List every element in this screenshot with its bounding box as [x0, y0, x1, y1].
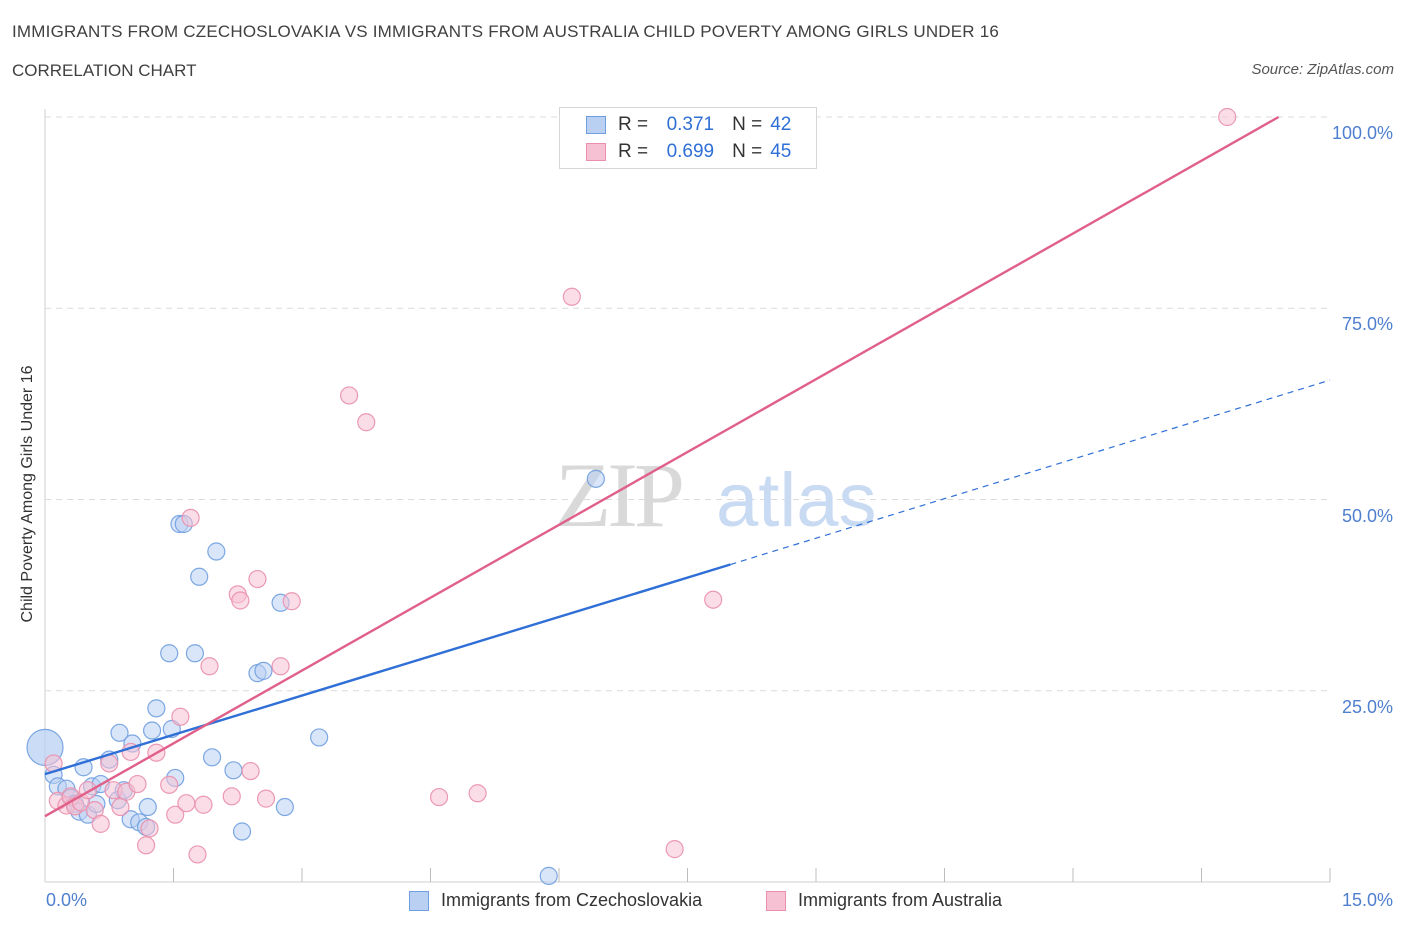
point-czechoslovakia [110, 723, 129, 742]
point-australia [128, 774, 147, 794]
point-czechoslovakia [275, 797, 294, 817]
point-australia [177, 794, 196, 813]
point-australia [160, 775, 179, 794]
point-australia [188, 845, 207, 864]
point-czechoslovakia [160, 644, 179, 663]
legend-item-czechoslovakia[interactable]: Immigrants from Czechoslovakia [409, 890, 702, 911]
point-czechoslovakia [586, 469, 605, 488]
point-australia [241, 761, 260, 781]
n-label: N = [732, 141, 763, 162]
legend-swatch-czechoslovakia [409, 890, 429, 911]
point-australia [248, 569, 267, 589]
trend-extension-czechoslovakia [730, 379, 1331, 566]
r-label: R = [618, 114, 649, 135]
point-czechoslovakia [190, 567, 209, 586]
point-czechoslovakia [142, 721, 162, 740]
y-tick-label: 75.0% [1341, 314, 1393, 335]
legend-label-czechoslovakia: Immigrants from Czechoslovakia [441, 890, 703, 910]
y-tick-label: 25.0% [1341, 696, 1393, 717]
watermark-zip: ZIP [555, 444, 682, 546]
point-czechoslovakia [185, 644, 205, 663]
point-australia [136, 836, 156, 855]
point-australia [200, 657, 219, 676]
chart-title: IMMIGRANTS FROM CZECHOSLOVAKIA VS IMMIGR… [12, 22, 1000, 41]
point-australia [181, 508, 200, 527]
y-tick-label: 100.0% [1331, 123, 1393, 143]
trend-line-czechoslovakia [44, 563, 731, 776]
point-czechoslovakia [310, 728, 329, 747]
x-tick-max: 15.0% [1341, 890, 1393, 910]
legend-swatch-australia [766, 890, 786, 911]
point-australia [340, 386, 359, 405]
point-australia [271, 657, 290, 676]
chart-subtitle: CORRELATION CHART [12, 61, 197, 80]
x-tick-min: 0.0% [46, 890, 88, 910]
point-australia [282, 592, 301, 611]
point-australia [222, 787, 241, 806]
trend-line-australia [44, 115, 1280, 818]
point-czechoslovakia [138, 797, 157, 817]
stats-row-czechoslovakia: R = 0.371 N = 42 [586, 113, 791, 137]
point-australia [704, 590, 723, 609]
n-value: 42 [770, 114, 792, 135]
point-czechoslovakia [224, 761, 243, 780]
point-australia [429, 787, 449, 807]
point-australia [171, 707, 190, 726]
r-value: 0.699 [666, 141, 715, 162]
watermark-atlas: atlas [716, 458, 877, 543]
n-value: 45 [770, 141, 792, 162]
point-australia [665, 840, 684, 859]
stats-legend: R = 0.371 N = 42 R = 0.699 N = 45 [559, 107, 817, 169]
point-australia [140, 819, 159, 838]
stats-row-australia: R = 0.699 N = 45 [586, 140, 791, 164]
point-australia [256, 789, 276, 808]
point-czechoslovakia [147, 699, 166, 718]
point-australia [231, 591, 250, 610]
r-label: R = [618, 141, 649, 162]
y-tick-label: 50.0% [1341, 505, 1393, 526]
legend-label-australia: Immigrants from Australia [798, 890, 1003, 910]
chart-source: Source: ZipAtlas.com [1251, 61, 1394, 78]
point-australia [194, 795, 213, 814]
point-czechoslovakia [207, 542, 226, 561]
point-australia [468, 784, 487, 803]
point-australia [357, 413, 376, 432]
n-label: N = [732, 114, 763, 135]
trend-lines [44, 115, 1331, 818]
point-czechoslovakia [539, 866, 558, 885]
point-australia [166, 805, 185, 824]
point-australia [562, 287, 581, 306]
point-czechoslovakia [202, 748, 222, 767]
point-czechoslovakia [254, 661, 273, 680]
point-czechoslovakia [232, 822, 252, 841]
r-value: 0.371 [666, 114, 715, 135]
legend-item-australia[interactable]: Immigrants from Australia [766, 890, 1002, 911]
legend-swatch-australia [586, 143, 606, 161]
legend-swatch-czechoslovakia [586, 116, 606, 134]
point-australia [91, 814, 110, 833]
point-australia [111, 797, 130, 817]
point-australia [1218, 107, 1237, 127]
